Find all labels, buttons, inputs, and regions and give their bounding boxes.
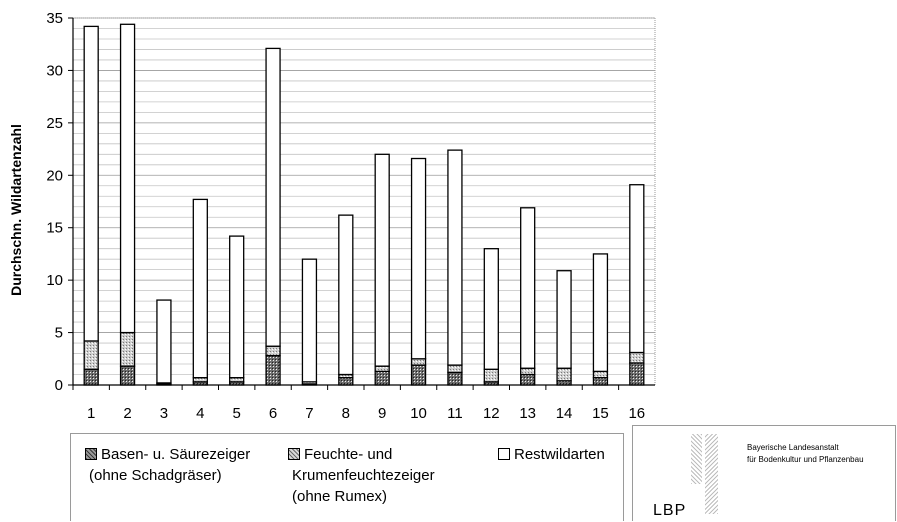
bar-segment — [338, 214, 354, 376]
legend-item-rest: Restwildarten — [498, 444, 605, 465]
y-axis-label: Durchschn. Wildartenzahl — [8, 124, 24, 296]
logo-abbreviation: LBP — [653, 502, 687, 519]
x-tick-label: 16 — [628, 405, 645, 422]
logo-org-line1: Bayerische Landesanstalt — [747, 443, 839, 452]
bar-segment — [119, 365, 136, 386]
bar-segment — [119, 23, 136, 334]
bar-segment — [83, 25, 99, 342]
legend-item-basen: Basen- u. Säurezeiger (ohne Schadgräser) — [85, 444, 250, 486]
logo-bar-right — [705, 434, 718, 514]
x-tick-label: 2 — [123, 405, 131, 422]
bar-segment — [192, 198, 208, 379]
legend-label-rest: Restwildarten — [514, 446, 605, 463]
legend-label-feuchte-3: (ohne Rumex) — [292, 488, 388, 505]
bar-segment — [229, 235, 245, 379]
legend-item-feuchte: Feuchte- und Krumenfeuchtezeiger (ohne R… — [288, 444, 435, 507]
x-tick-label: 14 — [556, 405, 573, 422]
bar-segment — [447, 149, 463, 366]
x-tick-label: 4 — [196, 405, 204, 422]
legend: Basen- u. Säurezeiger (ohne Schadgräser)… — [70, 433, 624, 521]
x-tick-label: 9 — [378, 405, 386, 422]
bar-segment — [483, 248, 499, 370]
bar-segment — [483, 368, 499, 383]
x-tick-label: 3 — [160, 405, 168, 422]
y-tick-label: 0 — [55, 377, 63, 394]
bars — [83, 23, 645, 386]
bar-segment — [156, 299, 172, 384]
bar-segment — [265, 345, 281, 357]
bar-segment — [447, 371, 463, 386]
legend-label-basen-2: (ohne Schadgräser) — [89, 467, 222, 484]
bar-segment — [301, 258, 318, 383]
y-tick-label: 5 — [55, 325, 63, 342]
bar-segment — [265, 354, 281, 386]
y-tick-label: 25 — [46, 115, 63, 132]
bar-segment — [556, 367, 572, 382]
bar-segment — [374, 365, 390, 373]
bar-segment — [592, 370, 609, 379]
bar-segment — [338, 377, 354, 386]
y-tick-label: 20 — [46, 167, 63, 184]
x-tick-label: 1 — [87, 405, 95, 422]
x-tick-label: 11 — [447, 405, 463, 422]
x-tick-label: 13 — [519, 405, 536, 422]
legend-label-feuchte-1: Feuchte- und — [304, 446, 393, 463]
y-tick-label: 15 — [46, 220, 63, 237]
x-tick-label: 12 — [483, 405, 500, 422]
bar-segment — [592, 377, 609, 386]
bar-segment — [520, 373, 536, 386]
bar-segment — [374, 370, 390, 386]
bar-segment — [83, 368, 99, 386]
y-tick-label: 10 — [46, 272, 63, 289]
x-tick-label: 10 — [410, 405, 427, 422]
legend-label-feuchte-2: Krumenfeuchtezeiger — [292, 467, 435, 484]
x-tick-label: 7 — [305, 405, 313, 422]
bar-segment — [119, 331, 136, 367]
logo-bar-left — [691, 434, 702, 484]
bar-segment — [556, 270, 572, 369]
logo-organization: Bayerische Landesanstalt für Bodenkultur… — [747, 442, 864, 466]
bar-segment — [629, 362, 645, 386]
x-tick-label: 8 — [342, 405, 350, 422]
bar-segment — [374, 153, 390, 367]
bar-segment — [410, 157, 427, 360]
bar-segment — [410, 358, 427, 366]
x-tick-label: 5 — [233, 405, 241, 422]
legend-swatch-white — [498, 448, 510, 460]
legend-swatch-dark — [85, 448, 97, 460]
bar-segment — [410, 364, 427, 386]
legend-label-basen-1: Basen- u. Säurezeiger — [101, 446, 251, 463]
bar-segment — [83, 340, 99, 370]
bar-segment — [520, 207, 536, 369]
x-tick-label: 6 — [269, 405, 277, 422]
bar-segment — [629, 351, 645, 364]
bar-segment — [265, 47, 281, 347]
bar-segment — [447, 364, 463, 374]
lbp-logo: Bayerische Landesanstalt für Bodenkultur… — [632, 425, 896, 521]
logo-org-line2: für Bodenkultur und Pflanzenbau — [747, 455, 864, 464]
bar-segment — [592, 253, 609, 373]
x-tick-label: 15 — [592, 405, 609, 422]
legend-swatch-light — [288, 448, 300, 460]
y-tick-label: 30 — [46, 62, 63, 79]
bar-segment — [520, 367, 536, 376]
bar-segment — [629, 184, 645, 354]
y-tick-label: 35 — [46, 10, 63, 27]
